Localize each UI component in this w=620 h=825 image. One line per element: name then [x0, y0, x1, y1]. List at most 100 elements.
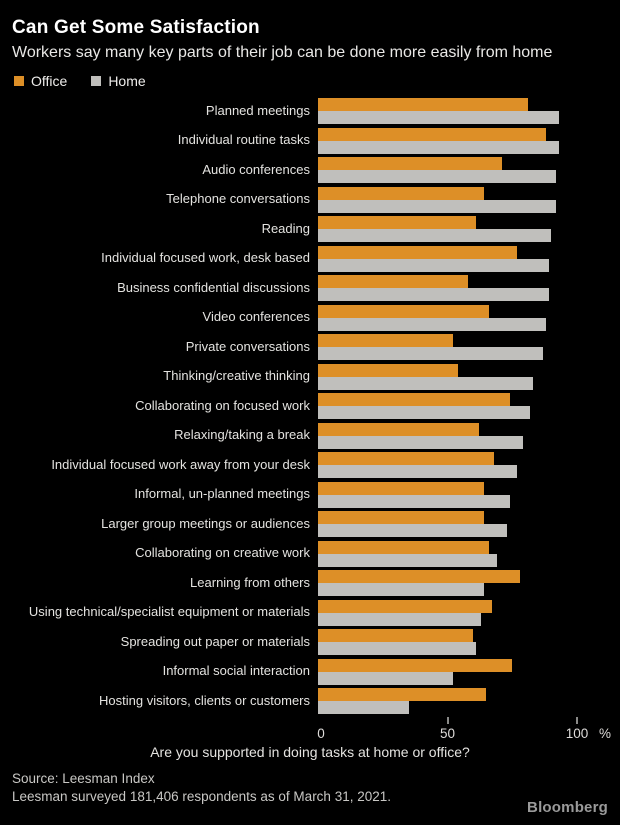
office-bar	[318, 422, 479, 436]
chart-row: Audio conferences	[12, 155, 608, 185]
category-label: Telephone conversations	[166, 191, 310, 207]
chart-row: Thinking/creative thinking	[12, 362, 608, 392]
bar-group	[318, 688, 577, 715]
chart-row: Hosting visitors, clients or customers	[12, 686, 608, 716]
chart-row: Collaborating on creative work	[12, 539, 608, 569]
home-bar	[318, 701, 409, 715]
chart-row: Individual routine tasks	[12, 126, 608, 156]
bar-group	[318, 186, 577, 213]
home-bar	[318, 671, 453, 685]
bar-group	[318, 422, 577, 449]
chart-row: Private conversations	[12, 332, 608, 362]
legend-item-office: Office	[14, 73, 67, 89]
office-bar	[318, 688, 487, 702]
bar-group	[318, 599, 577, 626]
bar-group	[318, 481, 577, 508]
chart-row: Informal, un-planned meetings	[12, 480, 608, 510]
axis-question: Are you supported in doing tasks at home…	[150, 743, 470, 760]
category-label: Thinking/creative thinking	[163, 368, 310, 384]
office-bar	[318, 334, 453, 348]
office-bar	[318, 393, 510, 407]
home-swatch-icon	[91, 76, 102, 87]
category-label: Hosting visitors, clients or customers	[99, 692, 310, 708]
home-bar	[318, 111, 559, 125]
bar-group	[318, 245, 577, 272]
home-bar	[318, 435, 523, 449]
category-label: Reading	[261, 220, 310, 236]
bar-group	[318, 393, 577, 420]
home-bar	[318, 317, 546, 331]
category-label: Learning from others	[190, 574, 310, 590]
bar-group	[318, 452, 577, 479]
category-label: Audio conferences	[202, 161, 310, 177]
bar-group	[318, 275, 577, 302]
office-bar	[318, 304, 489, 318]
office-bar	[318, 127, 546, 141]
chart-row: Telephone conversations	[12, 185, 608, 215]
office-bar	[318, 452, 495, 466]
category-label: Private conversations	[185, 338, 310, 354]
chart-panel: Can Get Some Satisfaction Workers say ma…	[12, 17, 611, 804]
bar-group	[318, 511, 577, 538]
home-bar	[318, 140, 559, 154]
category-label: Spreading out paper or materials	[120, 633, 310, 649]
category-label: Relaxing/taking a break	[174, 427, 310, 443]
chart-row: Using technical/specialist equipment or …	[12, 598, 608, 628]
home-bar	[318, 229, 552, 243]
home-bar	[318, 583, 484, 597]
office-swatch-icon	[14, 76, 24, 87]
home-bar	[318, 170, 557, 184]
axis-tick-100	[576, 716, 578, 724]
home-bar	[318, 199, 557, 213]
legend-home-label: Home	[108, 73, 146, 90]
x-axis-row: 0 50 100 %	[12, 716, 611, 742]
category-label: Larger group meetings or audiences	[101, 515, 310, 531]
office-bar	[318, 363, 458, 377]
category-label: Informal, un-planned meetings	[134, 486, 310, 502]
bar-group	[318, 216, 577, 243]
bar-group	[318, 304, 577, 331]
home-bar	[318, 288, 549, 302]
chart-row: Video conferences	[12, 303, 608, 333]
legend-office-label: Office	[31, 73, 68, 90]
x-axis: 0 50 100 %	[317, 716, 611, 742]
chart-row: Relaxing/taking a break	[12, 421, 608, 451]
axis-label-100: 100	[565, 725, 589, 741]
legend: Office Home	[14, 73, 608, 89]
bar-group	[318, 157, 577, 184]
home-bar	[318, 347, 544, 361]
category-label: Individual focused work, desk based	[101, 250, 310, 266]
chart: Planned meetings Individual routine tasks…	[12, 96, 608, 716]
chart-row: Reading	[12, 214, 608, 244]
category-label: Business confidential discussions	[117, 279, 310, 295]
home-bar	[318, 553, 497, 567]
office-bar	[318, 481, 484, 495]
office-bar	[318, 98, 528, 112]
chart-row: Individual focused work away from your d…	[12, 450, 608, 480]
category-label: Individual focused work away from your d…	[51, 456, 310, 472]
category-label: Using technical/specialist equipment or …	[28, 604, 310, 620]
home-bar	[318, 524, 508, 538]
source-line-1: Source: Leesman Index	[12, 770, 155, 786]
bar-group	[318, 363, 577, 390]
office-bar	[318, 658, 513, 672]
category-label: Informal social interaction	[162, 663, 310, 679]
legend-item-home: Home	[91, 73, 146, 90]
chart-row: Planned meetings	[12, 96, 608, 126]
chart-subtitle: Workers say many key parts of their job …	[12, 43, 553, 61]
home-bar	[318, 258, 549, 272]
office-bar	[318, 570, 521, 584]
bar-group	[318, 570, 577, 597]
home-bar	[318, 612, 482, 626]
category-label: Individual routine tasks	[177, 132, 310, 148]
axis-tick-50	[446, 716, 449, 724]
bar-group	[318, 658, 577, 685]
office-bar	[318, 186, 484, 200]
office-bar	[318, 157, 502, 171]
home-bar	[318, 494, 510, 508]
bar-group	[318, 98, 577, 125]
axis-unit-label: %	[599, 725, 612, 741]
office-bar	[318, 540, 489, 554]
chart-title: Can Get Some Satisfaction	[12, 17, 260, 38]
bar-group	[318, 629, 577, 656]
